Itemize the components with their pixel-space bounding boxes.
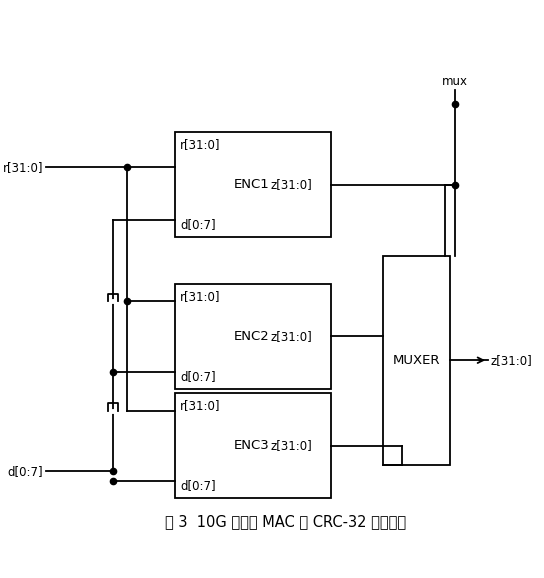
Text: z[31:0]: z[31:0] bbox=[270, 439, 312, 452]
Text: d[0:7]: d[0:7] bbox=[8, 465, 44, 478]
Text: MUXER: MUXER bbox=[393, 354, 441, 366]
Text: r[31:0]: r[31:0] bbox=[180, 399, 221, 412]
Bar bbox=[175, 394, 331, 498]
Text: d[0:7]: d[0:7] bbox=[180, 479, 216, 492]
Text: mux: mux bbox=[442, 75, 468, 88]
Text: r[31:0]: r[31:0] bbox=[3, 161, 44, 174]
Text: ENC2: ENC2 bbox=[234, 330, 270, 343]
Text: ENC3: ENC3 bbox=[234, 439, 270, 452]
Text: r[31:0]: r[31:0] bbox=[180, 138, 221, 151]
Text: z[31:0]: z[31:0] bbox=[270, 178, 312, 191]
Bar bbox=[384, 255, 450, 465]
Text: r[31:0]: r[31:0] bbox=[180, 290, 221, 303]
Bar bbox=[175, 132, 331, 237]
Text: d[0:7]: d[0:7] bbox=[180, 370, 216, 383]
Text: z[31:0]: z[31:0] bbox=[270, 330, 312, 343]
Text: ENC1: ENC1 bbox=[234, 178, 270, 191]
Text: z[31:0]: z[31:0] bbox=[491, 354, 533, 366]
Text: d[0:7]: d[0:7] bbox=[180, 218, 216, 231]
Text: 图 3  10G 以太网 MAC 层 CRC-32 编解码器: 图 3 10G 以太网 MAC 层 CRC-32 编解码器 bbox=[165, 514, 406, 529]
Bar bbox=[175, 284, 331, 389]
